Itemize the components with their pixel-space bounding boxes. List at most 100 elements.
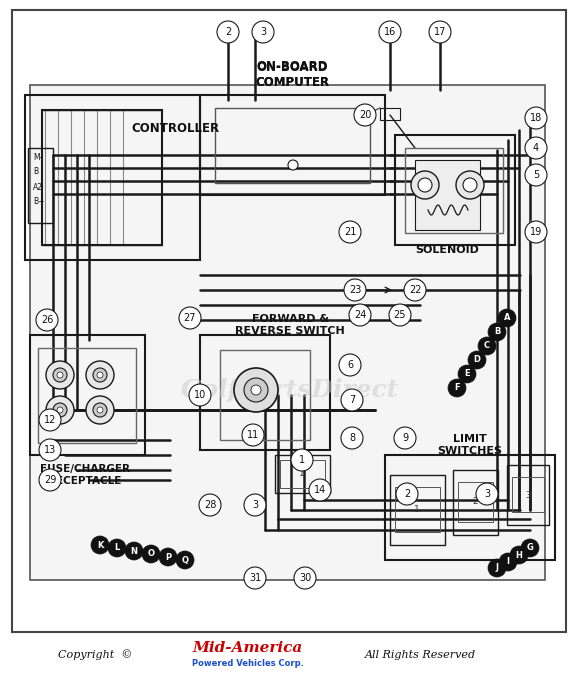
Circle shape [525,221,547,243]
Text: 7: 7 [349,395,355,405]
Bar [30,335,145,455]
Circle shape [244,567,266,589]
Text: A2: A2 [33,183,43,193]
Circle shape [252,21,274,43]
Text: A: A [504,314,510,322]
Text: I: I [506,558,509,567]
Circle shape [525,107,547,129]
Circle shape [309,479,331,501]
Bar [395,135,515,245]
Circle shape [448,379,466,397]
Text: GolfPartsDirect: GolfPartsDirect [181,378,399,402]
Text: Powered Vehicles Corp.: Powered Vehicles Corp. [192,659,304,667]
Text: All Rights Reserved: All Rights Reserved [364,650,476,660]
Text: 5: 5 [533,170,539,180]
Text: 25: 25 [394,310,406,320]
Circle shape [429,21,451,43]
Circle shape [498,309,516,327]
Circle shape [39,439,61,461]
Text: B+: B+ [33,198,45,206]
Bar [200,95,385,195]
Text: FORWARD &
REVERSE SWITCH: FORWARD & REVERSE SWITCH [235,314,345,336]
Circle shape [525,164,547,186]
Text: 11: 11 [247,430,259,440]
Circle shape [36,309,58,331]
Circle shape [57,407,63,413]
Circle shape [458,365,476,383]
Bar [28,148,53,223]
Text: 20: 20 [359,110,371,120]
Text: G: G [527,543,534,552]
Circle shape [288,160,298,170]
Text: E: E [464,370,470,379]
Circle shape [189,384,211,406]
Text: 10: 10 [194,390,206,400]
Text: Copyright  ©: Copyright © [58,650,132,661]
Circle shape [251,385,261,395]
Text: 12: 12 [44,415,56,425]
Circle shape [53,368,67,382]
Circle shape [468,351,486,369]
Text: M-: M- [33,154,42,163]
Bar [405,148,503,233]
Text: 3: 3 [260,27,266,37]
Text: 2: 2 [472,497,478,506]
Text: 1: 1 [299,469,305,479]
Circle shape [294,567,316,589]
Text: LIMIT
SWITCHES: LIMIT SWITCHES [437,434,502,456]
Text: D: D [473,355,480,364]
Circle shape [521,539,539,557]
Text: 3: 3 [525,490,531,499]
Circle shape [46,396,74,424]
Bar [200,335,330,450]
Circle shape [217,21,239,43]
Text: 16: 16 [384,27,396,37]
Text: N: N [130,547,137,556]
Text: 1: 1 [414,506,420,514]
Circle shape [379,21,401,43]
Circle shape [242,424,264,446]
Circle shape [176,551,194,569]
Circle shape [159,548,177,566]
Text: 23: 23 [349,285,361,295]
Text: 18: 18 [530,113,542,123]
Text: SOLENOID: SOLENOID [415,245,479,255]
Circle shape [57,372,63,378]
Circle shape [39,409,61,431]
Circle shape [341,427,363,449]
Text: ON-BOARD
COMPUTER: ON-BOARD COMPUTER [255,61,329,89]
Text: 27: 27 [184,313,196,323]
Circle shape [411,171,439,199]
Circle shape [525,137,547,159]
Text: 14: 14 [314,485,326,495]
Circle shape [97,407,103,413]
Text: 19: 19 [530,227,542,237]
Bar [215,108,370,183]
Text: L: L [114,543,119,552]
Text: FUSE/CHARGER
RECEPTACLE: FUSE/CHARGER RECEPTACLE [40,464,130,486]
Bar [385,455,555,560]
Text: 2: 2 [404,489,410,499]
Circle shape [125,542,143,560]
Circle shape [244,494,266,516]
Bar [512,477,544,512]
Bar [280,460,325,488]
Text: 2: 2 [225,27,231,37]
Bar [390,475,445,545]
Text: K: K [97,541,103,549]
Circle shape [478,337,496,355]
Bar [25,95,200,260]
Circle shape [341,389,363,411]
Circle shape [179,307,201,329]
Circle shape [456,171,484,199]
Text: 28: 28 [204,500,216,510]
Text: C: C [484,342,490,351]
Text: 24: 24 [354,310,366,320]
Bar [380,108,400,120]
Text: 17: 17 [434,27,446,37]
Polygon shape [30,85,545,580]
Text: 26: 26 [41,315,53,325]
Circle shape [488,559,506,577]
Circle shape [91,536,109,554]
Circle shape [199,494,221,516]
